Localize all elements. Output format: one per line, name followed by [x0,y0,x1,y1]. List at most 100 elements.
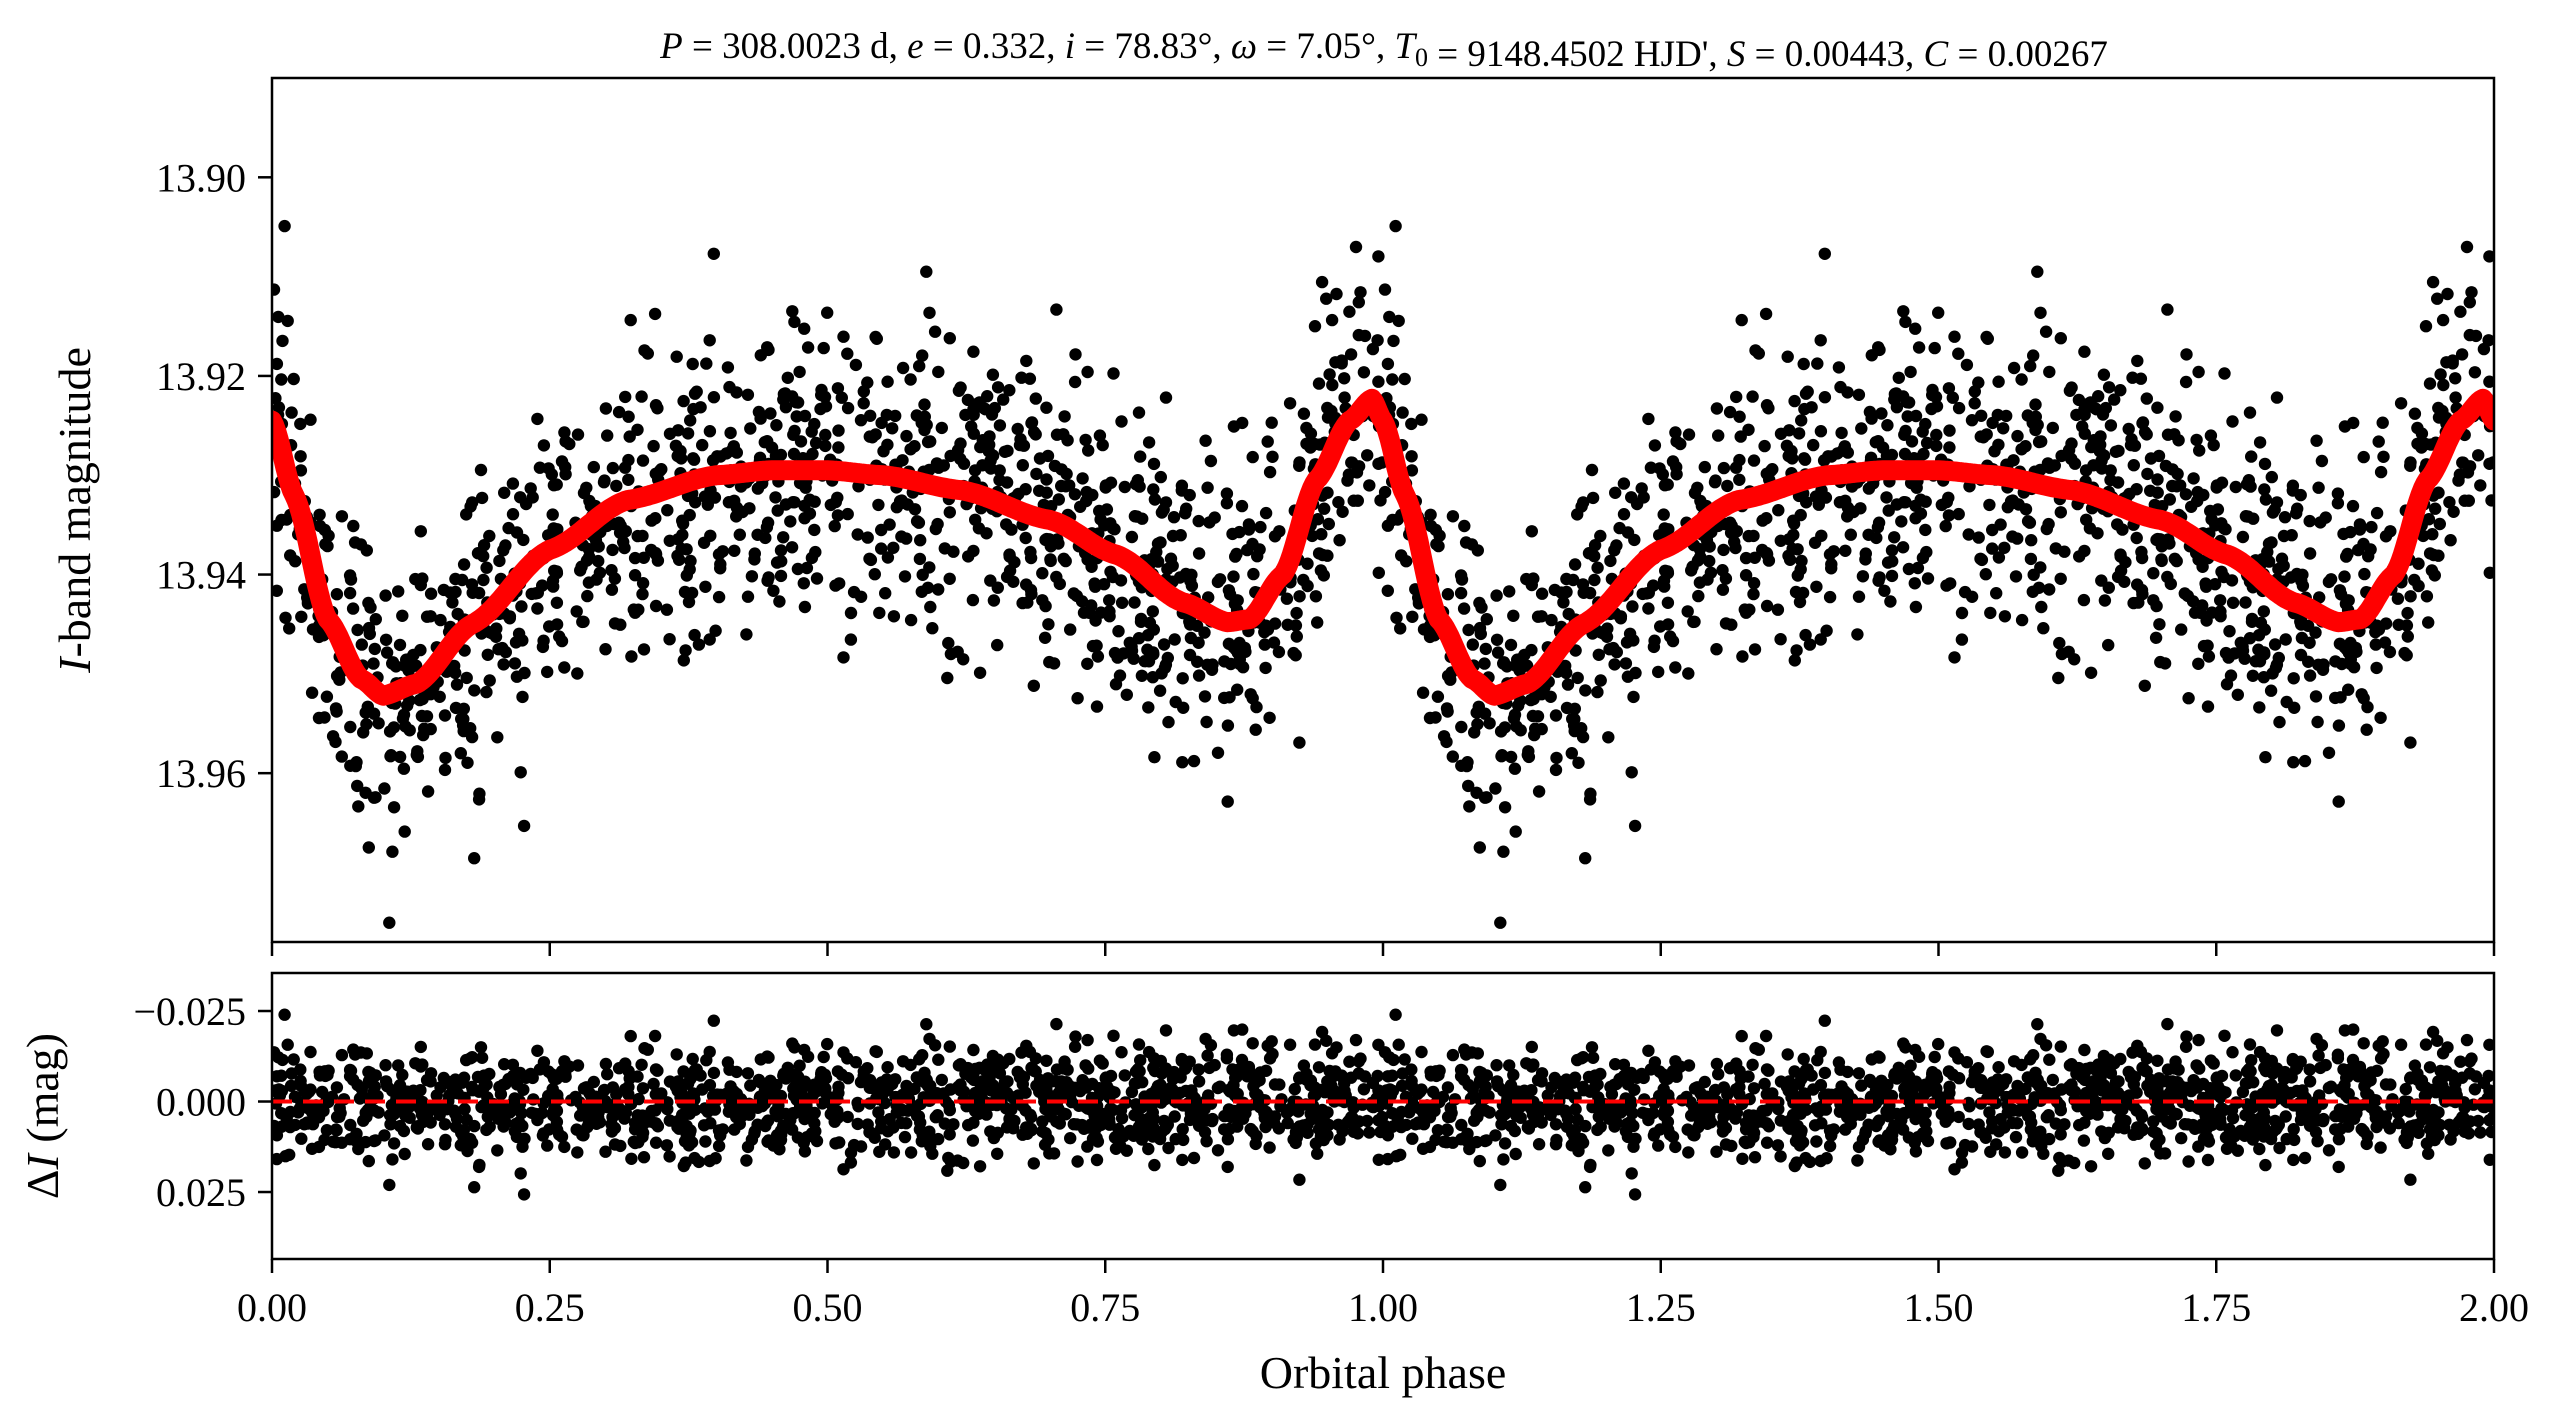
residual-point [2303,1075,2317,1088]
residual-point [387,1137,401,1150]
residual-point [2441,1041,2454,1054]
residual-point [546,1107,560,1120]
residual-point [1455,1118,1468,1132]
data-point [1478,707,1492,720]
data-point [1372,250,1385,263]
data-point [608,617,622,630]
data-point [703,633,716,646]
residual-point [1617,1058,1631,1072]
residual-point [1781,1048,1794,1061]
residual-point [1652,1139,1665,1152]
data-point [1247,567,1260,581]
data-point [1975,409,1988,422]
residual-point [1311,1147,1324,1160]
data-point [1437,730,1451,743]
data-point [1142,701,1155,714]
data-point [649,599,663,613]
residual-point [2439,1090,2452,1103]
residual-point [1395,1105,1408,1119]
residual-point [1909,1145,1923,1158]
data-point [2182,692,2195,705]
residual-point [733,1117,746,1131]
residual-point [283,1148,296,1162]
residual-point [2065,1058,2078,1071]
data-point [2205,513,2218,526]
data-point [1657,508,1670,521]
data-point [601,429,614,442]
residual-point [1559,1104,1572,1117]
data-point [571,428,585,441]
data-point [577,615,590,628]
residual-point [612,1062,626,1075]
data-point [461,756,474,769]
data-point [2192,657,2205,670]
data-point [1180,502,1193,515]
residual-point [2243,1038,2257,1051]
data-point [1839,544,1852,557]
data-point [355,638,368,651]
data-point [2178,587,2191,600]
data-point [2214,594,2227,607]
residual-point [276,1053,289,1067]
data-point [913,552,927,566]
residual-point [1333,1133,1346,1146]
data-point [1841,386,1854,399]
data-point [574,564,587,577]
data-point [2337,527,2350,541]
data-point [932,365,945,379]
data-point [1746,390,1759,403]
data-point [627,603,640,616]
data-point [942,636,955,650]
data-point [1233,657,1246,671]
data-point [400,653,413,666]
data-point [703,334,716,347]
residual-point [2178,1118,2191,1131]
residual-point [1818,1066,1832,1080]
residual-point [1952,1072,1966,1085]
data-point [1900,396,1914,409]
data-point [1068,375,1082,389]
data-point [1997,422,2010,435]
data-point [1545,613,1558,627]
data-point [1433,529,1446,542]
residual-point [688,1063,702,1077]
residual-point [2465,1052,2478,1065]
data-point [1267,636,1281,649]
data-point [514,766,527,779]
residual-point [1015,1046,1028,1059]
data-point [1807,438,1820,452]
data-point [2357,692,2370,705]
data-point [403,724,416,737]
residual-point [284,1079,298,1093]
data-point [1363,479,1376,492]
data-point [2083,522,2097,535]
data-point [1287,646,1300,660]
data-point [1898,428,1911,441]
data-point [1734,430,1747,443]
data-point [2043,365,2056,379]
data-point [2331,497,2345,510]
residual-point [1948,1163,1961,1176]
data-point [1792,427,1806,440]
data-point [800,561,814,575]
residual-point [1625,1167,1638,1180]
data-point [1000,518,1013,531]
data-point [2039,325,2053,338]
data-point [1522,750,1536,764]
data-point [448,659,461,673]
data-point [1029,392,1043,405]
residual-point [967,1116,980,1129]
data-point [1059,480,1073,493]
data-point [851,528,864,541]
residual-point [369,1069,382,1082]
data-point [745,570,759,583]
data-point [760,521,774,534]
data-point [2026,416,2039,430]
residual-point [1648,1127,1661,1140]
residual-point [791,1131,805,1144]
data-point [983,430,996,443]
data-point [1183,488,1196,502]
data-point [2365,520,2378,534]
residual-point [1760,1136,1774,1149]
residual-point [881,1084,894,1097]
